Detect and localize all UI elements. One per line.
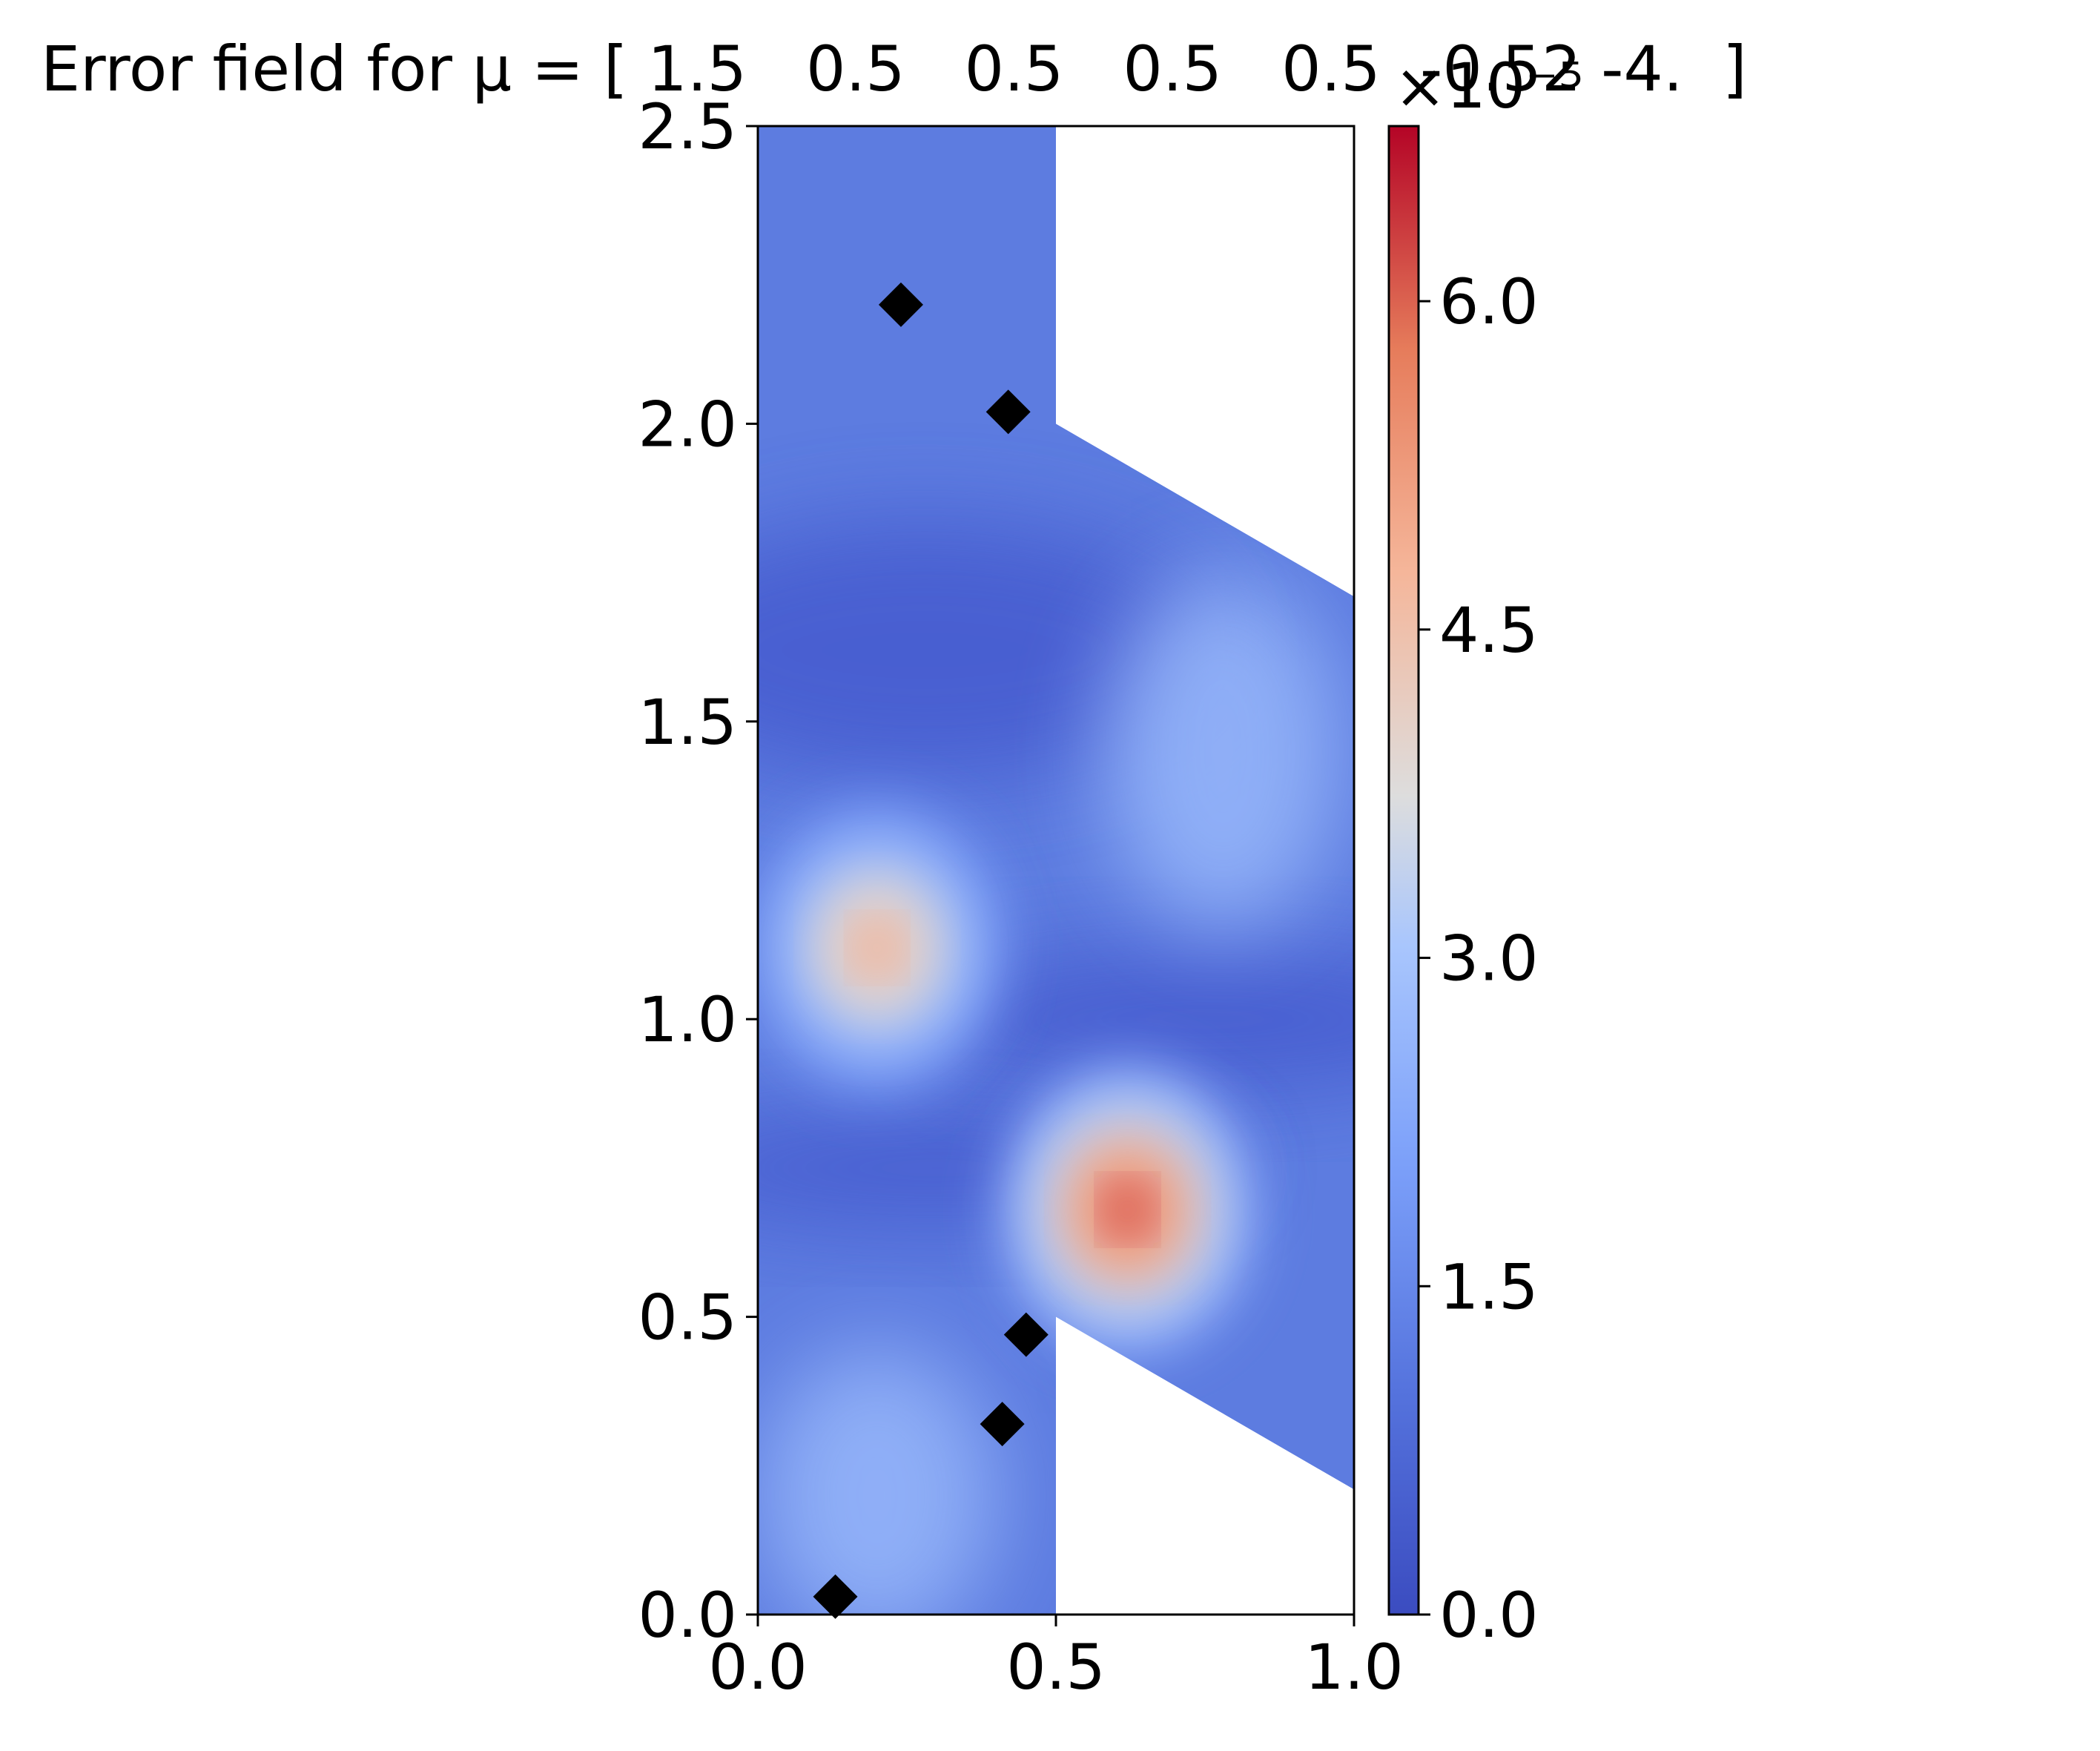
y-tick-label-3: 1.5 <box>638 686 737 759</box>
y-tick-label-2: 1.0 <box>638 983 737 1056</box>
y-tick-label-5: 2.5 <box>638 90 737 163</box>
colorbar-offset-text: ×10⁻⁵ <box>1394 50 1583 122</box>
field-low-band-1 <box>907 947 1354 1091</box>
cbar-tick-label-1: 1.5 <box>1439 1250 1539 1323</box>
colorbar-ticks: 0.0 1.5 3.0 4.5 6.0 <box>1419 266 1539 1652</box>
x-tick-label-2: 1.0 <box>1304 1631 1404 1704</box>
error-peak-1 <box>1002 1066 1253 1353</box>
field-blobs <box>758 518 1354 1615</box>
marker-3 <box>980 1402 1025 1447</box>
field-mid-zone-1 <box>758 1346 997 1615</box>
x-tick-label-0: 0.0 <box>708 1631 808 1704</box>
error-peak-0 <box>758 803 1003 1092</box>
cbar-tick-label-2: 3.0 <box>1439 923 1539 995</box>
y-tick-label-0: 0.0 <box>638 1579 737 1652</box>
field-low-band-0 <box>758 518 1224 782</box>
x-axis: 0.0 0.5 1.0 <box>708 1615 1404 1704</box>
x-tick-label-1: 0.5 <box>1006 1631 1106 1704</box>
marker-4 <box>813 1574 858 1619</box>
marker-2 <box>1003 1312 1049 1357</box>
error-field <box>758 126 1354 1615</box>
peak-1-ring-4 <box>1110 1190 1144 1229</box>
peak-0-ring-4 <box>860 929 894 967</box>
field-mid-zone-0 <box>1103 573 1342 930</box>
cbar-tick-label-0: 0.0 <box>1439 1579 1539 1652</box>
sensor-markers <box>813 282 1049 1619</box>
y-tick-label-1: 0.5 <box>638 1282 737 1354</box>
colorbar-bar <box>1387 125 1420 1616</box>
cbar-tick-label-4: 6.0 <box>1439 266 1539 338</box>
y-tick-label-4: 2.0 <box>638 388 737 461</box>
y-axis: 0.0 0.5 1.0 1.5 2.0 2.5 <box>638 90 758 1652</box>
marker-0 <box>878 282 923 327</box>
cbar-tick-label-3: 4.5 <box>1439 594 1539 667</box>
marker-1 <box>985 389 1031 435</box>
colorbar: 0.0 1.5 3.0 4.5 6.0 ×10⁻⁵ <box>1387 50 1583 1652</box>
chart-title: Error field for μ = [ 1.5 0.5 0.5 0.5 0.… <box>41 33 1747 105</box>
